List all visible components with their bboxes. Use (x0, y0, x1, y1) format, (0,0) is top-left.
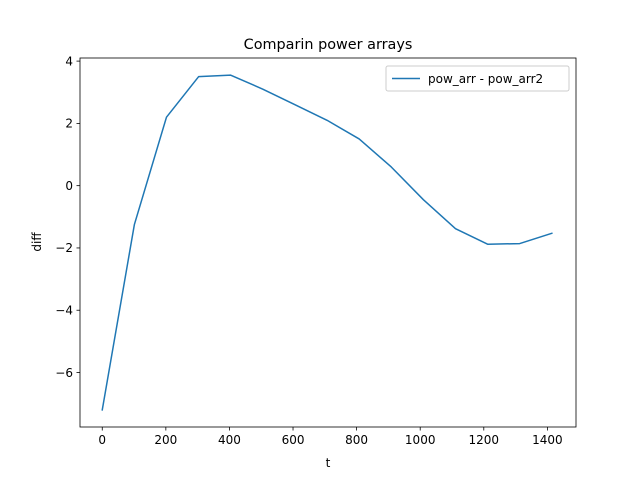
y-tick-label: 4 (65, 54, 73, 68)
y-axis-label: diff (30, 232, 44, 252)
x-tick-label: 800 (345, 433, 368, 447)
y-tick-label: −6 (55, 366, 73, 380)
chart-title: Comparin power arrays (244, 37, 413, 53)
x-tick-label: 400 (218, 433, 241, 447)
x-tick-label: 1400 (532, 433, 563, 447)
x-tick-label: 600 (282, 433, 305, 447)
legend-box (385, 65, 570, 92)
y-tick-label: 2 (65, 117, 73, 131)
series-line-0 (101, 74, 553, 411)
axes-frame (79, 57, 577, 428)
plot-area: 0 200 400 600 800 1000 1200 1400 −6 −4 −2 0 2 4 pow_ar… (55, 54, 577, 447)
y-tick-label: 0 (65, 179, 73, 193)
x-tick-label: 0 (98, 433, 106, 447)
y-tick-label: −2 (55, 241, 73, 255)
x-tick-label: 1000 (405, 433, 436, 447)
legend-label: pow_arr - pow_arr2 (428, 72, 543, 86)
x-tick-label: 1200 (469, 433, 500, 447)
y-tick-label: −4 (55, 304, 73, 318)
x-axis-label: t (326, 456, 331, 470)
x-tick-label: 200 (154, 433, 177, 447)
